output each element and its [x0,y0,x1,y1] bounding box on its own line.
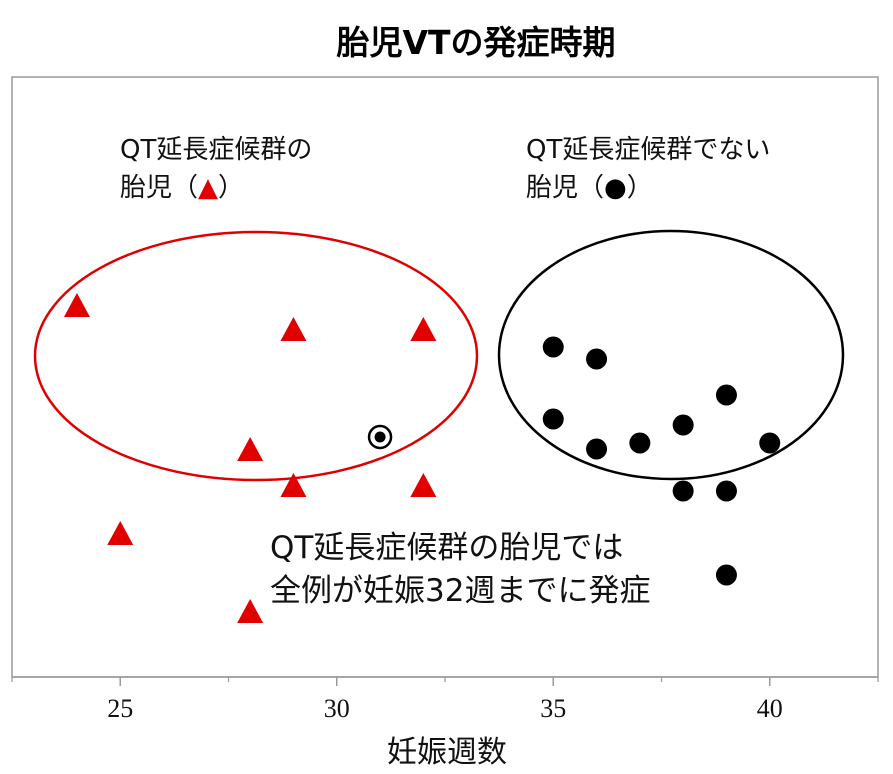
group-label-suffix: ） [218,173,244,203]
triangle-point [107,521,134,545]
group-label-suffix: ） [627,173,653,203]
circle-point [542,408,564,430]
circle-point [629,432,651,454]
data-points [63,293,781,623]
triangle-point [237,437,264,461]
x-tick-label: 35 [540,694,566,723]
x-tick-label: 40 [757,694,783,723]
circle-point [672,480,694,502]
annotation-line1: QT延長症候群の胎児では [270,530,623,566]
ring-center-dot [374,431,386,443]
lqts-group-ellipse [33,230,479,482]
x-axis: 25 30 35 40 [11,676,879,723]
x-tick-label: 25 [107,694,133,723]
triangle-point [63,293,90,317]
circle-point [586,438,608,460]
x-axis-label: 妊娠週数 [387,735,507,770]
triangle-point [280,317,307,341]
group-label-line2-lqts: 胎児（▲） [120,173,244,203]
circle-point [715,384,737,406]
triangle-point [237,599,264,623]
group-label-line1-lqts: QT延長症候群の [120,135,312,165]
triangle-point [410,317,437,341]
group-label-prefix: 胎児（ [526,173,604,203]
group-label-line1-non-lqts: QT延長症候群でない [526,135,770,165]
annotation-line2: 全例が妊娠32週までに発症 [270,573,650,609]
ringed-circle-point [367,424,393,450]
non-lqts-group-ellipse [497,229,845,481]
circle-point [715,480,737,502]
group-label-line2-non-lqts: 胎児（●） [526,173,653,203]
group-label-prefix: 胎児（ [120,173,198,203]
circle-point [672,414,694,436]
circle-point [715,564,737,586]
group-annotations: QT延長症候群の 胎児（▲） QT延長症候群でない 胎児（●） [120,135,770,203]
circle-legend-symbol: ● [604,173,627,203]
circle-point [759,432,781,454]
triangle-point [410,473,437,497]
x-tick-label: 30 [324,694,350,723]
triangle-legend-symbol: ▲ [198,173,218,203]
circle-point [586,348,608,370]
circle-point [542,336,564,358]
chart-title: 胎児VTの発症時期 [336,23,615,62]
triangle-point [280,473,307,497]
